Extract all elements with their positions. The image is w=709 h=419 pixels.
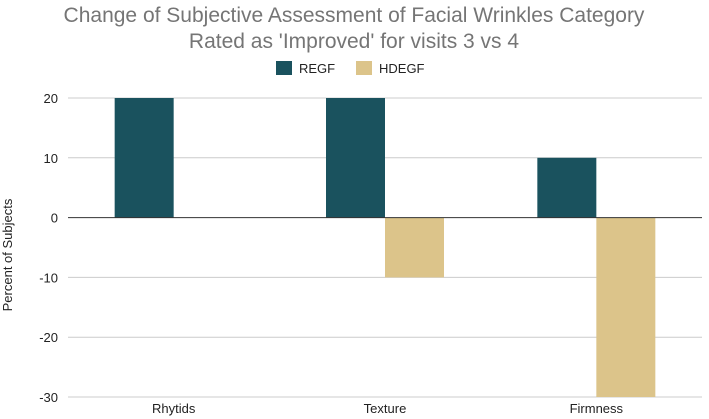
bar-hdegf-firmness <box>596 217 656 397</box>
chart-title-line-1: Change of Subjective Assessment of Facia… <box>64 4 645 27</box>
y-axis-title: Percent of Subjects <box>0 198 15 311</box>
bar-hdegf-texture <box>385 217 444 278</box>
bars <box>114 98 656 397</box>
y-tick-label: -30 <box>39 390 58 405</box>
legend-swatch-hdegf <box>356 61 372 75</box>
legend-label-regf: REGF <box>299 61 335 76</box>
y-tick-label: -10 <box>39 270 58 285</box>
x-tick-label: Texture <box>364 401 407 416</box>
bar-regf-texture <box>326 98 385 218</box>
chart-title-line-2: Rated as 'Improved' for visits 3 vs 4 <box>189 30 519 53</box>
x-axis-ticks: Rhytids Texture Firmness <box>152 401 624 416</box>
legend-swatch-regf <box>276 61 292 75</box>
bar-regf-rhytids <box>114 98 174 218</box>
y-tick-label: 20 <box>44 91 58 106</box>
y-tick-label: -20 <box>39 330 58 345</box>
chart-title: Change of Subjective Assessment of Facia… <box>64 4 645 53</box>
x-tick-label: Rhytids <box>152 401 196 416</box>
y-tick-label: 10 <box>44 151 58 166</box>
y-axis-ticks: 20 10 0 -10 -20 -30 <box>39 91 58 405</box>
legend: REGF HDEGF <box>276 61 425 76</box>
x-tick-label: Firmness <box>570 401 624 416</box>
legend-label-hdegf: HDEGF <box>379 61 425 76</box>
bar-regf-firmness <box>537 157 597 218</box>
y-tick-label: 0 <box>51 211 58 226</box>
